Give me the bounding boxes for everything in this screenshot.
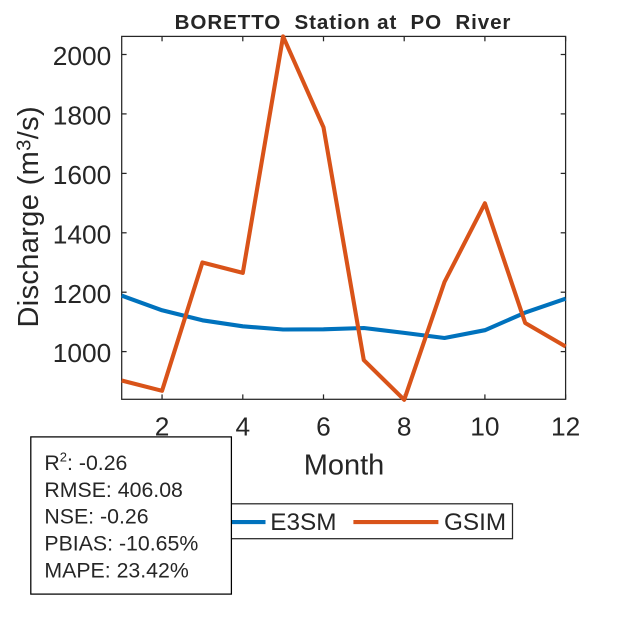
svg-text:8: 8 (397, 412, 412, 442)
svg-text:1200: 1200 (53, 279, 112, 309)
svg-text:1800: 1800 (53, 101, 112, 131)
svg-text:Discharge (m: Discharge (m (13, 151, 45, 328)
svg-text:MAPE: 23.42%: MAPE: 23.42% (44, 558, 188, 582)
svg-text:10: 10 (470, 412, 499, 442)
svg-text:12: 12 (551, 412, 580, 442)
svg-text:6: 6 (316, 412, 331, 442)
svg-text:/s): /s) (13, 106, 45, 139)
svg-text:NSE: -0.26: NSE: -0.26 (44, 505, 148, 529)
svg-text:BORETTO Station at PO River: BORETTO Station at PO River (175, 11, 512, 34)
svg-text:2000: 2000 (53, 41, 112, 71)
svg-text:E3SM: E3SM (270, 509, 336, 536)
svg-text:3: 3 (14, 139, 36, 151)
svg-text:R2: -0.26: R2: -0.26 (44, 449, 127, 475)
svg-text:1400: 1400 (53, 219, 112, 249)
svg-text:RMSE: 406.08: RMSE: 406.08 (44, 478, 183, 502)
svg-text:PBIAS: -10.65%: PBIAS: -10.65% (44, 532, 198, 556)
svg-text:1000: 1000 (53, 338, 112, 368)
svg-text:4: 4 (235, 412, 250, 442)
svg-text:1600: 1600 (53, 160, 112, 190)
svg-text:GSIM: GSIM (444, 509, 506, 536)
svg-text:2: 2 (155, 412, 170, 442)
svg-text:Month: Month (304, 450, 385, 482)
